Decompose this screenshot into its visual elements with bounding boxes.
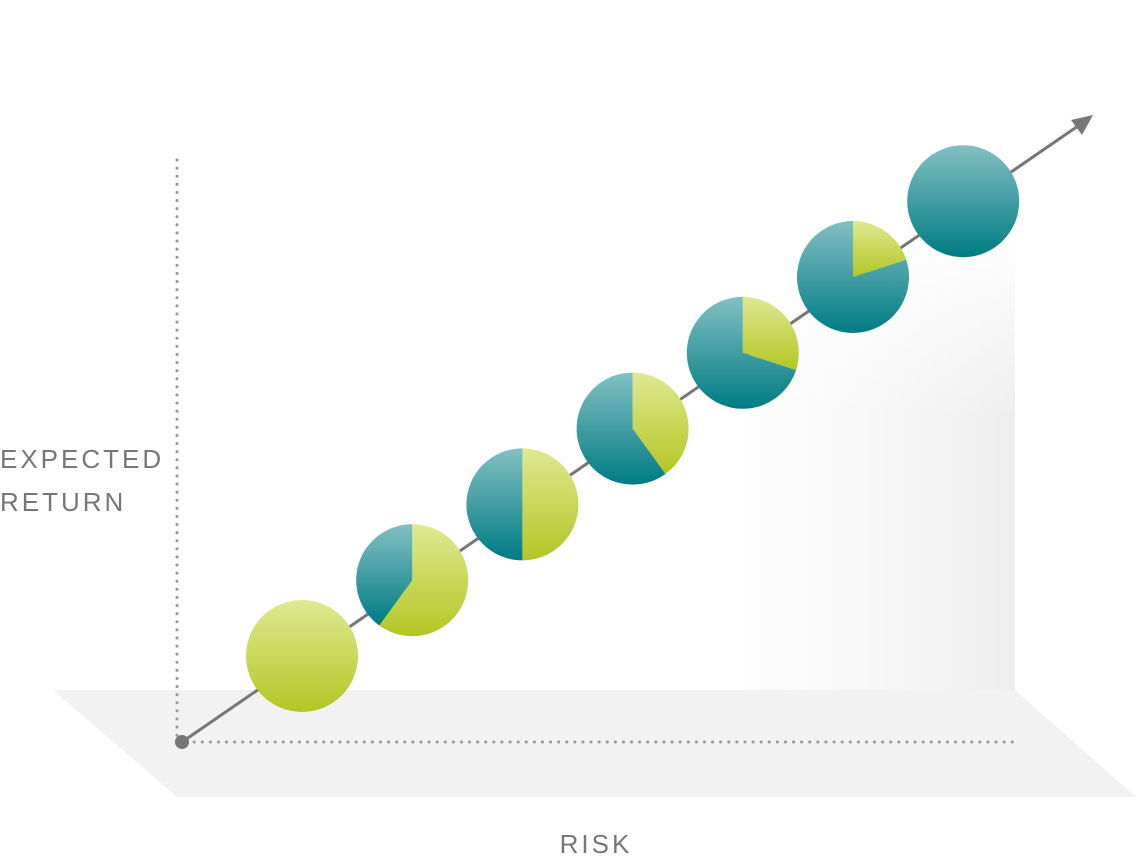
pie-slice <box>853 220 907 277</box>
pie-slice <box>686 296 797 409</box>
pie-slice <box>907 145 1020 258</box>
pie-slice <box>742 296 799 371</box>
y-axis-label: RETURN <box>0 487 126 517</box>
pie-slice <box>466 448 523 561</box>
pie-slice <box>356 524 413 626</box>
arrow-head <box>1071 115 1093 135</box>
pie-slice <box>246 600 358 712</box>
x-axis-label: RISK <box>560 829 633 858</box>
pie-slice <box>522 448 579 561</box>
pie-slice <box>632 372 689 474</box>
origin-dot <box>175 735 189 749</box>
y-axis-label: EXPECTED <box>0 444 164 474</box>
pie-slice <box>379 524 469 637</box>
pie-slice <box>797 221 909 334</box>
floor <box>53 690 1136 797</box>
pie-slice <box>576 372 666 485</box>
